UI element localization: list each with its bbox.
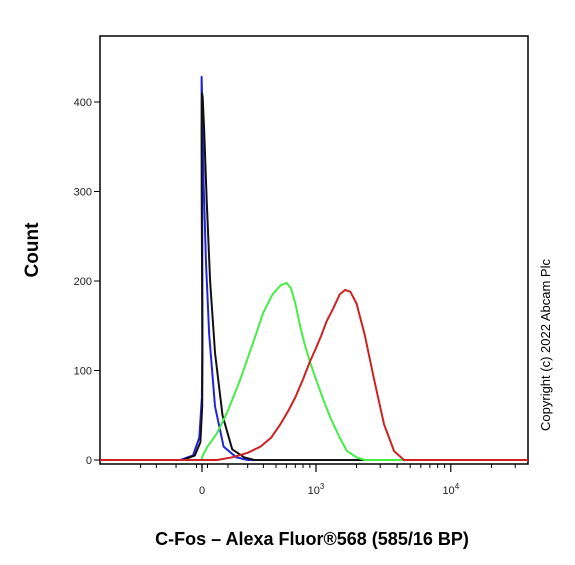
y-tick-label: 200 (74, 276, 92, 288)
series-layer (100, 75, 528, 461)
copyright-annotation: Copyright (c) 2022 Abcam Plc (538, 259, 553, 431)
y-tick-label: 100 (74, 366, 92, 378)
y-tick-label: 300 (74, 187, 92, 199)
x-tick-label: 0 (199, 485, 205, 497)
y-tick-label: 400 (74, 97, 92, 109)
series-line-4 (100, 288, 528, 461)
plot-frame (99, 35, 529, 465)
y-tick-label: 0 (86, 455, 92, 467)
y-axis-ticks: 0 100 200 300 400 (74, 97, 100, 467)
series-line-3 (100, 281, 528, 461)
y-axis-title: Count (22, 222, 43, 278)
x-axis-ticks: 0 103 104 (140, 464, 516, 497)
series-line-2 (100, 92, 528, 461)
series-line-1 (100, 75, 528, 461)
x-tick-label: 103 (308, 482, 325, 497)
x-axis-title: C-Fos – Alexa Fluor®568 (585/16 BP) (155, 529, 469, 549)
x-tick-label: 104 (442, 482, 459, 497)
